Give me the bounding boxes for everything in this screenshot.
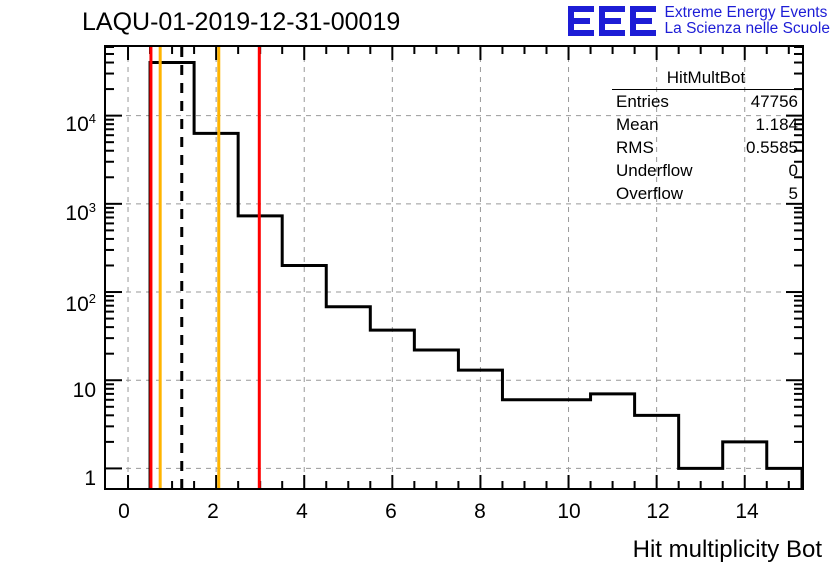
- x-tick-label-0: 0: [118, 500, 130, 523]
- y-tick-label-10: 10: [72, 379, 96, 402]
- eee-logo: Extreme Energy Events La Scienza nelle S…: [567, 2, 830, 40]
- stats-row-value: 47756: [750, 91, 798, 111]
- stats-row: Underflow 0: [608, 159, 804, 182]
- stats-row: Mean 1.184: [608, 113, 804, 136]
- x-axis-title: Hit multiplicity Bot: [632, 536, 822, 563]
- stats-row-key: Underflow: [616, 160, 693, 180]
- y-tick-label-10e4: 104: [65, 111, 96, 136]
- stats-row-key: Entries: [616, 91, 669, 111]
- stats-rows: Entries 47756 Mean 1.184 RMS 0.5585 Underflow 0…: [608, 90, 804, 205]
- stats-box: HitMultBot Entries 47756 Mean 1.184 RMS 0.558…: [608, 66, 804, 208]
- plot-frame: [104, 45, 804, 490]
- eee-logo-line1: Extreme Energy Events: [664, 3, 828, 21]
- stats-row-value: 0: [788, 160, 798, 180]
- stats-row: Entries 47756: [608, 90, 804, 113]
- x-tick-label-8: 8: [474, 500, 486, 523]
- stats-row-key: RMS: [616, 137, 654, 157]
- y-tick-label-1: 1: [84, 467, 96, 490]
- stats-row-key: Overflow: [616, 183, 684, 203]
- x-tick-label-14: 14: [735, 500, 759, 523]
- page-title: LAQU-01-2019-12-31-00019: [82, 8, 401, 36]
- x-tick-label-12: 12: [646, 500, 670, 523]
- stats-row: RMS 0.5585: [608, 136, 804, 159]
- stats-row-value: 1.184: [755, 114, 798, 134]
- stats-title: HitMultBot: [612, 66, 800, 90]
- y-tick-label-10e3: 103: [65, 200, 96, 225]
- plot-svg: [106, 47, 802, 488]
- x-tick-label-4: 4: [296, 500, 308, 523]
- stats-row-value: 5: [788, 183, 798, 203]
- x-tick-label-2: 2: [207, 500, 219, 523]
- eee-logo-mark: [567, 6, 656, 36]
- x-tick-label-10: 10: [557, 500, 581, 523]
- stats-row-value: 0.5585: [746, 137, 798, 157]
- eee-logo-line2: La Scienza nelle Scuole: [664, 20, 830, 37]
- x-tick-label-6: 6: [385, 500, 397, 523]
- stats-row-key: Mean: [616, 114, 659, 134]
- y-tick-label-10e2: 102: [65, 291, 96, 316]
- stats-row: Overflow 5: [608, 182, 804, 205]
- histogram-outline: [148, 61, 802, 488]
